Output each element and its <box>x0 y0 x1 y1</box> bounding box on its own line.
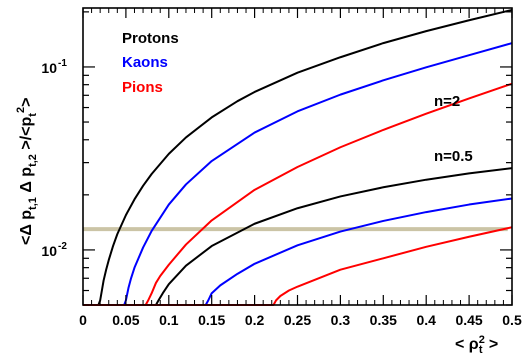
x-tick-label: 0.45 <box>455 312 482 328</box>
legend-entry-kaons: Kaons <box>122 54 168 71</box>
series-layer <box>83 8 513 306</box>
y-tick-label: 10 <box>41 243 57 259</box>
y-tick-label: 10 <box>41 60 57 76</box>
series-line-protons-n05 <box>83 167 513 306</box>
x-tick-label: 0.3 <box>331 312 351 328</box>
series-line-kaons-n05 <box>83 197 513 306</box>
annotation-n05: n=0.5 <box>434 148 473 165</box>
y-axis-title: <Δ pt,1 Δ pt,2 >/<pt2> <box>15 98 39 245</box>
x-tick-label: 0.15 <box>198 312 225 328</box>
x-tick-label: 0.5 <box>502 312 522 328</box>
annotation-n2: n=2 <box>434 93 460 110</box>
legend: Protons Kaons Pions <box>122 30 179 96</box>
tick-labels-layer: 0 0.05 0.1 0.15 0.2 0.25 0.3 0.35 0.4 0.45 0.510 -2… <box>41 58 522 328</box>
x-tick-label: 0 <box>79 312 87 328</box>
x-tick-label: 0.2 <box>245 312 265 328</box>
x-tick-label: 0.4 <box>416 312 436 328</box>
series-line-pions-n2 <box>83 82 513 306</box>
series-line-protons-n2 <box>83 8 513 306</box>
y-tick-label-exponent: -1 <box>58 58 67 69</box>
x-tick-label: 0.25 <box>284 312 311 328</box>
x-axis-title: < ρ2 t > <box>455 334 498 356</box>
y-tick-label-exponent: -2 <box>58 241 67 252</box>
legend-entry-pions: Pions <box>122 79 163 96</box>
ticks-layer <box>82 8 513 306</box>
legend-entry-protons: Protons <box>122 30 179 47</box>
x-tick-label: 0.35 <box>370 312 397 328</box>
x-tick-label: 0.05 <box>112 312 139 328</box>
series-line-kaons-n2 <box>83 42 513 306</box>
x-tick-label: 0.1 <box>159 312 179 328</box>
series-line-pions-n05 <box>83 226 513 306</box>
